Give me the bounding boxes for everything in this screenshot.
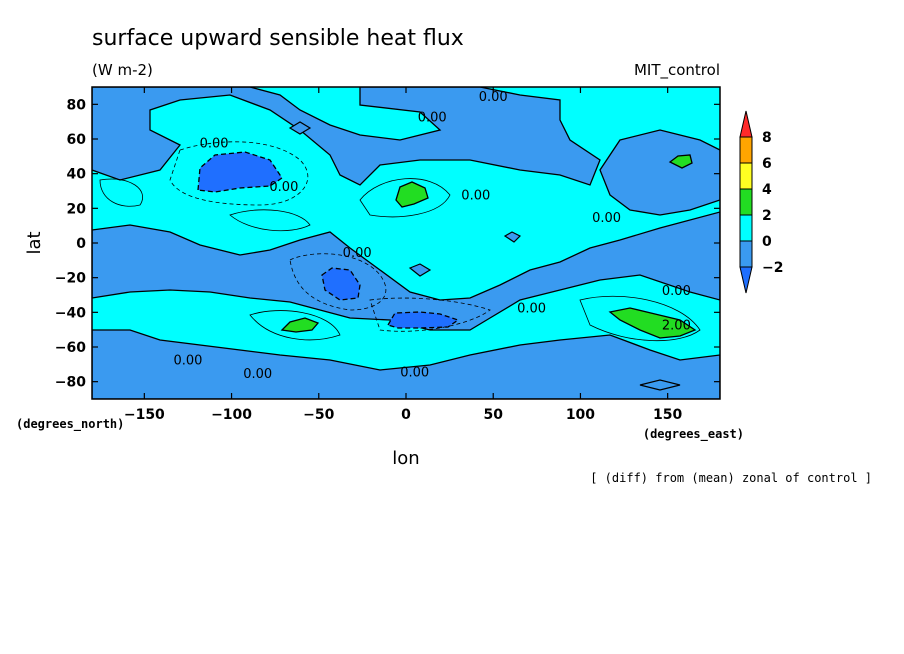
x-axis-label: lon [392,448,419,469]
colorbar-segment [739,136,753,164]
contour-label: 0.00 [461,189,490,204]
contour-label: 0.00 [269,180,298,195]
y-axis-label: lat [24,231,45,254]
contour-label: 0.00 [400,365,429,380]
contour-label: 0.00 [479,90,508,105]
x-tick-label: 0 [401,407,411,423]
plot-area: 0.00 0.00 0.00 0.00 0.00 0.00 0.00 0.00 0.00 2.00… [55,86,721,423]
colorbar-label: 8 [762,130,772,146]
x-axis-ticks: −150 −100 −50 0 50 100 150 [124,87,683,423]
region-neg-east [599,129,720,216]
y-tick-label: 0 [76,236,86,252]
region-pacific-sw-high [280,317,320,333]
region-neg-tropics [92,211,720,331]
contour-labels: 0.00 0.00 0.00 0.00 0.00 0.00 0.00 0.00 0.00 2.00… [173,90,690,382]
region-neg-north-pacific [92,87,601,186]
contour-label: 0.00 [200,137,229,152]
dataset-label: MIT_control [634,61,720,80]
y-tick-label: 80 [67,97,87,113]
region-south-atlantic-low [321,267,361,301]
y-tick-label: 20 [67,201,87,217]
patch-2 [408,263,432,277]
region-sw-pacific-high [608,307,697,339]
x-tick-label: 50 [483,407,503,423]
colorbar-label: 0 [762,234,772,250]
region-africa-high [395,181,429,208]
contour-thin-2 [229,209,311,232]
chart-units: (W m-2) [92,61,153,79]
colorbar-segment [739,214,753,242]
colorbar-label: 6 [762,156,772,172]
colorbar-top-arrow [739,110,753,138]
colorbar-label: 4 [762,182,772,198]
region-neg-south [92,329,720,399]
y-tick-label: 40 [67,167,87,183]
contour-label: 0.00 [418,111,447,126]
colorbar-bottom-arrow [739,266,753,294]
contour-dashed-1 [169,141,309,206]
x-axis-units: (degrees_east) [643,427,744,442]
contour-label: 0.00 [517,301,546,316]
deep-negative-regions [197,151,460,329]
patch-3 [288,121,312,135]
contour-dashed-3 [369,297,491,332]
negative-regions [92,87,720,399]
x-tick-label: 100 [566,407,595,423]
contour-label: 0.00 [243,367,272,382]
region-nw-pacific-high [668,154,693,169]
contour-label: 0.00 [592,211,621,226]
y-axis-units: (degrees_north) [16,417,124,432]
colorbar-label: −2 [762,260,783,276]
contour-thin-1 [359,178,451,218]
contour-label: 0.00 [173,353,202,368]
colorbar-segment [739,162,753,190]
contour-label: 2.00 [662,319,691,334]
contour-thin-5 [249,310,341,341]
colorbar-segment [739,188,753,216]
chart-title: surface upward sensible heat flux [92,26,464,51]
contour-dashed-2 [289,253,387,311]
positive-regions [280,154,697,339]
contour-label: 0.00 [343,246,372,261]
patch-1 [503,231,522,243]
y-axis-ticks: 80 60 40 20 0 −20 −40 −60 −80 [55,97,720,391]
x-tick-label: −150 [124,407,165,423]
y-tick-label: 60 [67,132,87,148]
y-tick-label: −40 [55,305,86,321]
small-patches [288,121,681,391]
y-tick-label: −60 [55,340,86,356]
y-tick-label: −80 [55,375,86,391]
region-southern-ocean-low [387,311,460,329]
contour-thin-4 [99,178,143,207]
x-tick-label: −100 [211,407,252,423]
contour-lines [99,141,701,342]
y-tick-label: −20 [55,271,86,287]
contour-thin-3 [579,295,701,342]
x-tick-label: 150 [653,407,682,423]
colorbar-segment [739,240,753,268]
region-north-pacific-low [197,151,283,193]
x-tick-label: −50 [303,407,334,423]
patch-4 [639,379,681,391]
colorbar: 8 6 4 2 0 −2 [739,110,783,294]
difference-note: [ (diff) from (mean) zonal of control ] [590,471,872,485]
contour-label: 0.00 [662,284,691,299]
colorbar-label: 2 [762,208,772,224]
